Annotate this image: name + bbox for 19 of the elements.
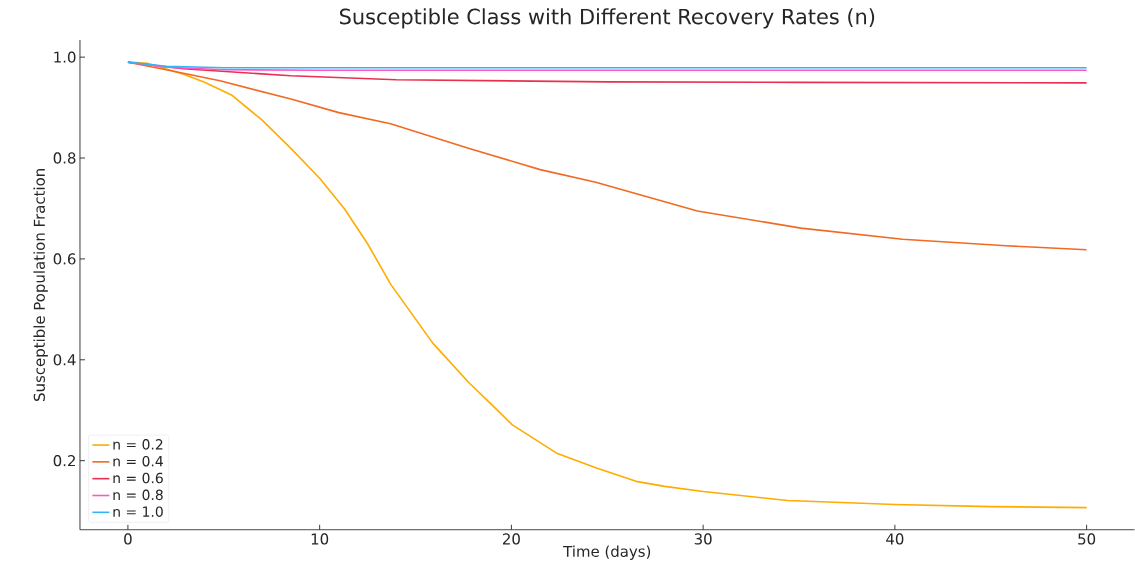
- y-tick-label: 0.8: [53, 152, 76, 164]
- legend-label: n = 0.4: [113, 456, 163, 467]
- x-tick-label: 10: [311, 533, 329, 545]
- x-tick-label: 30: [694, 533, 712, 545]
- legend-label: n = 0.2: [113, 439, 163, 450]
- chart-title: Susceptible Class with Different Recovery Rates (n): [339, 8, 875, 29]
- y-tick-label: 0.4: [53, 354, 76, 366]
- x-tick-label: 20: [502, 533, 520, 545]
- y-tick-label: 1.0: [54, 51, 76, 63]
- legend-label: n = 1.0: [113, 506, 163, 518]
- y-tick-label: 0.2: [53, 455, 75, 467]
- x-tick-label: 40: [886, 533, 904, 545]
- y-tick-label: 0.6: [53, 253, 76, 265]
- x-axis-title: Time (days): [563, 545, 651, 561]
- x-tick-label: 0: [124, 533, 132, 545]
- y-axis-title: Susceptible Population Fraction: [33, 169, 48, 402]
- legend-label: n = 0.8: [113, 489, 163, 501]
- x-tick-label: 50: [1078, 533, 1096, 545]
- legend-label: n = 0.6: [113, 472, 163, 484]
